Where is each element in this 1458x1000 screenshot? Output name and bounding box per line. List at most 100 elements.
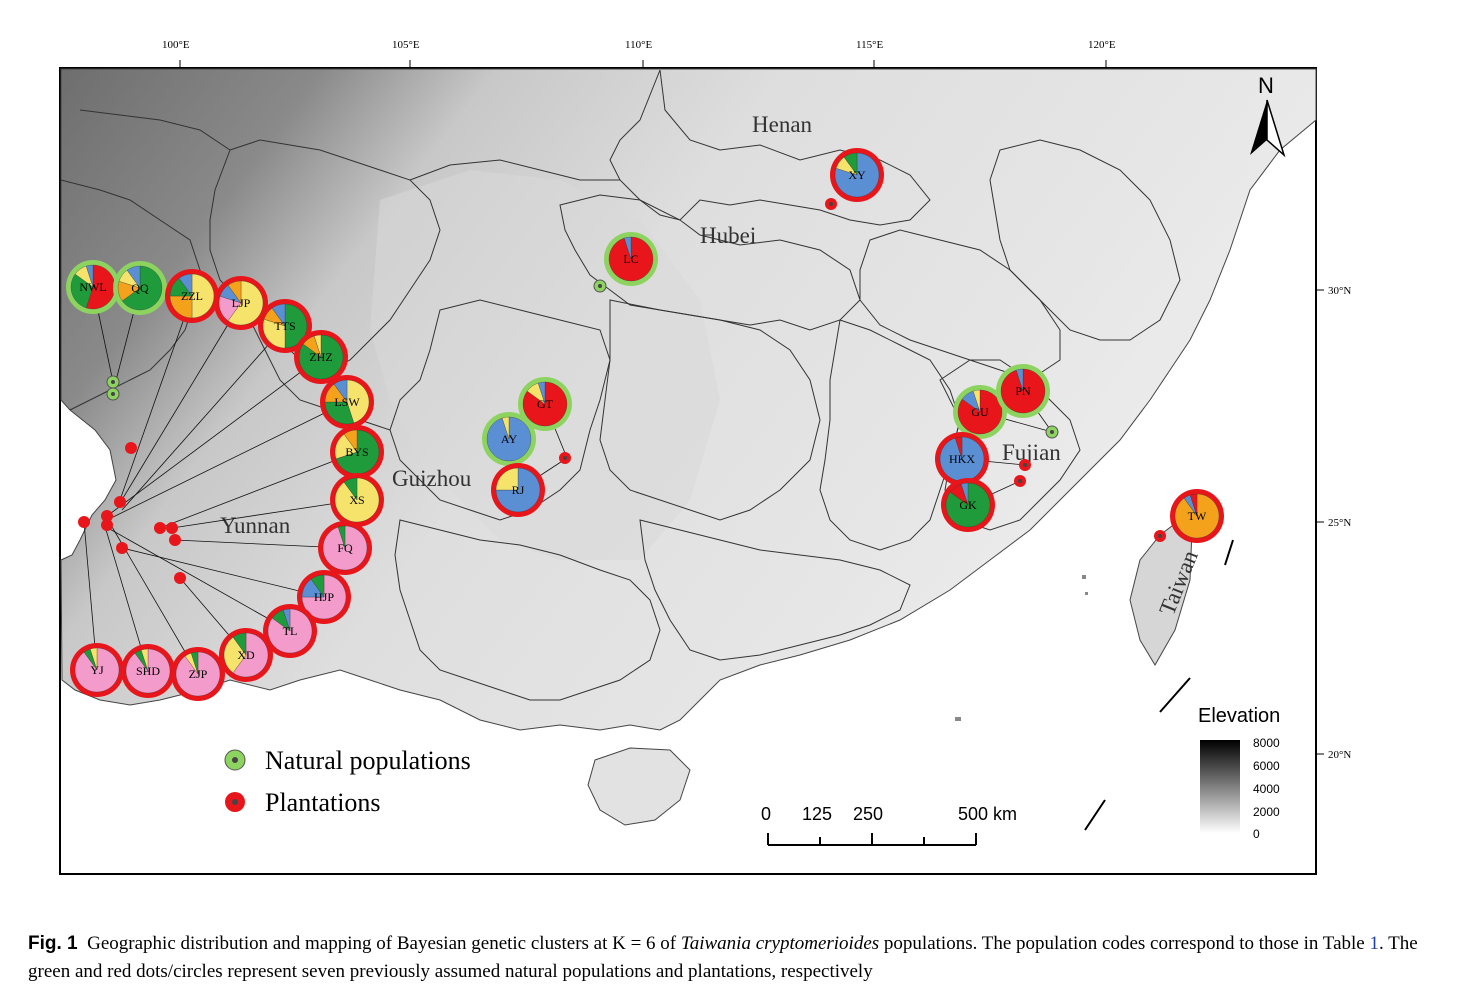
pie-slice-yellow xyxy=(502,416,510,440)
population-pie-fq: FQ xyxy=(318,521,372,575)
population-code-label: GT xyxy=(537,397,554,411)
hainan-island xyxy=(587,747,691,826)
pie-slice-green xyxy=(191,651,199,675)
population-code-label: TL xyxy=(283,624,298,638)
pie-slice-blue xyxy=(333,379,348,403)
population-pie-ljp: LJP xyxy=(214,276,268,330)
population-pie-zjp: ZJP xyxy=(171,647,225,701)
north-arrow: N xyxy=(1250,73,1286,158)
elevation-tick: 8000 xyxy=(1253,736,1280,750)
population-code-label: ZHZ xyxy=(309,350,332,364)
population-pie-hkx: HKX xyxy=(935,432,989,486)
pie-slice-blue xyxy=(178,273,193,297)
province-label-guizhou: Guizhou xyxy=(392,466,472,491)
province-label-hubei: Hubei xyxy=(700,223,756,248)
pie-slice-orange xyxy=(227,280,242,304)
population-code-label: ZZL xyxy=(181,289,203,303)
pie-slice-green xyxy=(343,477,358,501)
plantation-site-dot xyxy=(101,519,113,531)
pie-slice-red xyxy=(1190,493,1198,517)
longitude-ticks xyxy=(179,60,1324,755)
pie-slice-blue xyxy=(271,303,286,327)
population-code-label: TW xyxy=(1188,509,1207,523)
population-pies: NWL QQ ZZL LJP TTS ZHZ LSW BYS XS FQ HJP TL XD ZJP SHD… xyxy=(66,148,1224,701)
plantation-site-dot xyxy=(116,542,128,554)
population-pie-qq: QQ xyxy=(113,261,167,315)
pie-slice-yellow xyxy=(191,273,215,319)
pie-slice-green xyxy=(338,525,346,549)
pie-slice-yellow xyxy=(314,334,322,358)
population-code-label: TTS xyxy=(274,319,295,333)
elevation-tick: 0 xyxy=(1253,827,1260,841)
pie-slice-yellow xyxy=(227,280,264,326)
pie-slice-green xyxy=(121,265,163,311)
pie-slice-green xyxy=(843,152,858,176)
pie-slice-green xyxy=(310,574,325,598)
population-code-label: HJP xyxy=(314,590,334,604)
scale-tick: 0 xyxy=(761,804,771,824)
elevation-ramp xyxy=(1200,740,1240,833)
legend-plantation-label: Plantations xyxy=(265,788,381,817)
plantation-site-dot xyxy=(559,452,571,464)
pie-slice-blue xyxy=(624,236,632,260)
pie-slice-yellow xyxy=(346,379,370,424)
figure-caption: Fig. 1 Geographic distribution and mappi… xyxy=(28,930,1438,986)
pie-slice-yellow xyxy=(495,467,519,491)
population-pie-shd: SHD xyxy=(121,644,175,698)
population-code-label: GK xyxy=(959,498,977,512)
pie-slice-yellow xyxy=(90,647,98,671)
population-pie-bys: BYS xyxy=(330,425,384,479)
population-code-label: LC xyxy=(623,252,638,266)
population-code-label: NWL xyxy=(79,280,106,294)
pie-slice-red xyxy=(955,436,963,460)
latitude-labels: 30°N 25°N 20°N xyxy=(1328,285,1351,761)
pie-slice-yellow xyxy=(973,389,981,413)
pie-slice-blue xyxy=(126,265,141,289)
population-pie-ay: AY xyxy=(482,412,536,466)
caption-text: . The green and red dots/circles represe… xyxy=(28,933,1418,982)
population-pie-hjp: HJP xyxy=(297,570,351,624)
pie-slice-yellow xyxy=(262,319,286,349)
elevation-title: Elevation xyxy=(1198,705,1280,727)
population-code-label: YJ xyxy=(90,663,104,677)
population-pie-yj: YJ xyxy=(70,643,124,697)
plantation-site-dot xyxy=(174,572,186,584)
population-pie-tts: TTS xyxy=(258,299,312,353)
caption-text: populations. The population codes corres… xyxy=(879,933,1370,954)
population-code-label: FQ xyxy=(337,541,353,555)
population-pie-gk: GK xyxy=(941,478,995,532)
province-label-yunnan: Yunnan xyxy=(220,513,291,538)
province-boundaries xyxy=(60,69,1181,701)
figure-number: Fig. 1 xyxy=(28,933,78,954)
map-figure: 100°E 105°E 110°E 115°E 120°E 30°N 25°N … xyxy=(59,39,1351,875)
table-reference-link[interactable]: 1 xyxy=(1369,933,1379,954)
lon-label: 105°E xyxy=(392,39,420,51)
natural-site-dot xyxy=(1045,425,1059,439)
pie-slice-blue xyxy=(283,608,291,632)
population-pie-gt: GT xyxy=(518,377,572,431)
population-pie-lsw: LSW xyxy=(320,375,374,429)
population-code-label: RJ xyxy=(512,483,525,497)
longitude-labels: 100°E 105°E 110°E 115°E 120°E xyxy=(162,39,1116,51)
population-pie-tw: TW xyxy=(1170,489,1224,543)
pie-slice-green xyxy=(232,632,247,656)
pie-slice-green xyxy=(324,401,354,425)
lat-label: 25°N xyxy=(1328,517,1351,529)
lon-label: 100°E xyxy=(162,39,190,51)
plantation-site-dot xyxy=(825,198,837,210)
population-code-label: GU xyxy=(971,405,989,419)
province-label-henan: Henan xyxy=(752,112,813,137)
plantation-site-dot xyxy=(169,534,181,546)
legend-plantation-symbol xyxy=(225,792,245,812)
population-pie-xs: XS xyxy=(330,473,384,527)
population-pie-nwl: NWL xyxy=(66,260,120,314)
pie-slice-green xyxy=(284,303,308,349)
map-legend: Natural populations Plantations xyxy=(224,746,471,817)
population-code-label: SHD xyxy=(136,664,160,678)
pie-slice-orange xyxy=(343,429,358,453)
north-label: N xyxy=(1258,73,1274,98)
pie-slice-yellow xyxy=(223,636,247,674)
pie-slice-green xyxy=(335,429,380,475)
pie-slice-yellow xyxy=(141,648,149,672)
legend-natural-symbol xyxy=(224,749,246,771)
